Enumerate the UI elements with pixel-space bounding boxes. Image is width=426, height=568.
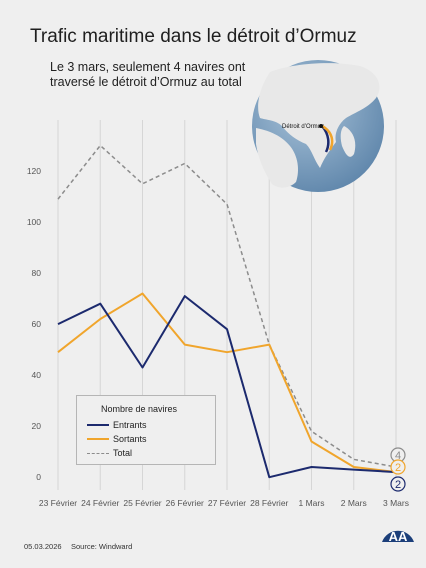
globe-land <box>258 63 380 168</box>
legend-swatch-total <box>87 452 109 454</box>
y-tick-label: 100 <box>27 217 41 227</box>
end-label-circle <box>390 476 406 492</box>
chart-subtitle: Le 3 mars, seulement 4 navires ont trave… <box>50 60 246 89</box>
aa-logo: AA <box>382 529 414 544</box>
legend-item-total: Total <box>87 447 132 459</box>
end-label-value: 2 <box>395 462 401 474</box>
y-tick-label: 0 <box>36 472 41 482</box>
footer-source: Source: Windward <box>71 542 133 551</box>
legend: Nombre de navires Entrants Sortants Tota… <box>76 395 216 465</box>
aa-logo-icon <box>382 530 414 542</box>
y-tick-label: 80 <box>32 268 42 278</box>
x-axis-ticks: 23 Février 24 Février 25 Février 26 Février… <box>39 498 409 508</box>
y-tick-label: 60 <box>32 319 42 329</box>
y-tick-label: 40 <box>32 370 42 380</box>
y-axis-ticks: 0 20 40 60 80 100 120 <box>27 166 41 482</box>
strait-marker <box>319 124 323 128</box>
x-tick-label: 26 Février <box>166 498 204 508</box>
aa-logo-text: AA <box>389 529 408 544</box>
strait-route-sortant <box>321 124 334 151</box>
legend-label-total: Total <box>113 448 133 458</box>
x-tick-label: 25 Février <box>123 498 161 508</box>
globe-label: Détroit d’Ormuz <box>282 124 324 130</box>
x-tick-label: 3 Mars <box>383 498 409 508</box>
legend-swatch-entrants <box>87 424 109 426</box>
legend-title: Nombre de navires <box>101 404 178 414</box>
end-label-value: 2 <box>395 479 401 491</box>
globe-inset: Détroit d’Ormuz <box>252 60 384 192</box>
legend-swatch-sortants <box>87 438 109 440</box>
legend-label-entrants: Entrants <box>113 420 147 430</box>
end-labels: 422 <box>390 447 406 492</box>
x-tick-label: 2 Mars <box>341 498 367 508</box>
y-tick-label: 20 <box>32 421 42 431</box>
y-tick-label: 120 <box>27 166 41 176</box>
series-line-total <box>57 144 397 468</box>
end-label-value: 4 <box>395 450 401 462</box>
series-lines <box>57 144 397 479</box>
x-tick-label: 23 Février <box>39 498 77 508</box>
x-tick-label: 1 Mars <box>299 498 325 508</box>
chart-title: Trafic maritime dans le détroit d’Ormuz <box>30 26 357 47</box>
legend-label-sortants: Sortants <box>113 434 147 444</box>
footer-date: 05.03.2026 <box>24 542 62 551</box>
series-line-sortants <box>57 292 397 474</box>
x-tick-label: 24 Février <box>81 498 119 508</box>
legend-item-entrants: Entrants <box>87 419 147 431</box>
legend-item-sortants: Sortants <box>87 433 147 445</box>
x-tick-label: 27 Février <box>208 498 246 508</box>
x-tick-label: 28 Février <box>250 498 288 508</box>
globe-land-africa <box>256 128 298 188</box>
globe-land-india <box>340 126 356 157</box>
end-label-circle <box>390 459 406 475</box>
series-line-entrants <box>57 295 397 479</box>
